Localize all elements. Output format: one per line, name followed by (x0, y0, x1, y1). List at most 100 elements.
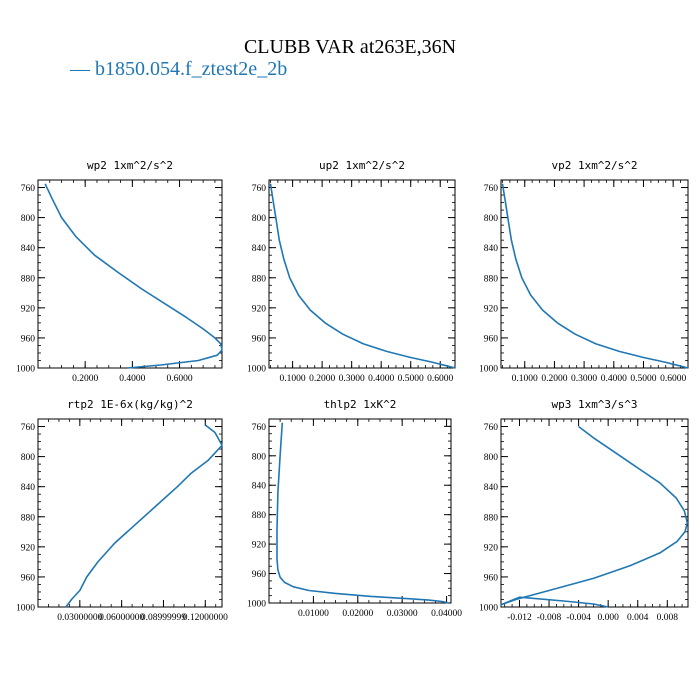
panel-title: thlp2 1xK^2 (324, 398, 397, 411)
x-tick-label: 0.6000 (166, 374, 192, 384)
x-tick-label: 0.02000 (342, 609, 373, 619)
x-tick-label: 0.4000 (601, 374, 627, 384)
y-tick-label: 1000 (479, 604, 498, 614)
y-tick-label: 800 (21, 453, 36, 463)
panel-title: rtp2 1E-6x(kg/kg)^2 (67, 398, 193, 411)
y-tick-label: 840 (21, 244, 36, 254)
plot-frame (500, 179, 689, 369)
y-tick-label: 1000 (16, 365, 35, 375)
series-line-1 (269, 183, 456, 369)
panel-2: up2 1xm^2/s^2 760 800 840 880 920 960 1000 0.100… (247, 159, 456, 384)
y-tick-label: 760 (21, 184, 36, 194)
legend: — b1850.054.f_ztest2e_2b (70, 58, 287, 81)
series-line-1 (65, 424, 223, 608)
x-tick-label: 0.000 (597, 613, 619, 623)
figure-title: CLUBB VAR at263E,36N (243, 36, 457, 58)
y-tick-label: 760 (21, 423, 36, 433)
x-tick-label: 0.03000 (387, 609, 418, 619)
plot-frame (37, 179, 223, 369)
x-tick-label: 0.4000 (119, 374, 145, 384)
panel-title: vp2 1xm^2/s^2 (551, 159, 637, 172)
y-tick-label: 760 (252, 184, 267, 194)
panel-6: wp3 1xm^3/s^3 760 800 840 880 920 960 1000 -0.01… (479, 398, 689, 623)
x-tick-label: 0.06000000 (99, 613, 144, 623)
x-tick-label: 0.01000 (298, 609, 329, 619)
series-line-1 (500, 425, 689, 608)
x-tick-label: 0.6000 (660, 374, 686, 384)
x-tick-label: -0.004 (566, 613, 591, 623)
x-tick-label: 0.3000 (339, 374, 365, 384)
y-tick-label: 920 (484, 304, 499, 314)
x-tick-label: 0.6000 (427, 374, 453, 384)
x-tick-label: 0.1000 (512, 374, 538, 384)
y-tick-label: 840 (484, 483, 499, 493)
legend-label: b1850.054.f_ztest2e_2b (95, 58, 288, 80)
y-tick-label: 960 (484, 573, 499, 583)
y-tick-label: 760 (252, 423, 267, 433)
x-tick-label: 0.5000 (630, 374, 656, 384)
y-tick-label: 880 (484, 274, 499, 284)
y-tick-label: 920 (21, 304, 36, 314)
y-tick-label: 880 (252, 511, 267, 521)
y-tick-label: 880 (252, 274, 267, 284)
x-tick-label: 0.08999999 (141, 613, 186, 623)
y-tick-label: 840 (21, 483, 36, 493)
series-line-1 (276, 422, 449, 604)
panel-title: wp2 1xm^2/s^2 (87, 159, 173, 172)
y-tick-label: 920 (484, 543, 499, 553)
series-line-1 (44, 183, 223, 369)
x-tick-label: 0.2000 (309, 374, 335, 384)
y-tick-label: 800 (484, 453, 499, 463)
x-tick-label: -0.012 (507, 613, 532, 623)
y-tick-label: 800 (252, 452, 267, 462)
y-tick-label: 760 (484, 184, 499, 194)
y-tick-label: 800 (21, 214, 36, 224)
x-tick-label: 0.004 (627, 613, 649, 623)
x-tick-label: 0.2000 (72, 374, 98, 384)
y-tick-label: 880 (21, 274, 36, 284)
y-tick-label: 840 (252, 482, 267, 492)
legend-marker: — (70, 58, 90, 80)
y-tick-label: 760 (484, 423, 499, 433)
y-tick-label: 800 (484, 214, 499, 224)
y-tick-label: 880 (484, 513, 499, 523)
panel-4: rtp2 1E-6x(kg/kg)^2 760 800 840 880 920 960 100… (16, 398, 228, 623)
y-tick-label: 840 (252, 244, 267, 254)
y-tick-label: 800 (252, 214, 267, 224)
y-tick-label: 840 (484, 244, 499, 254)
y-tick-label: 960 (484, 334, 499, 344)
panel-title: up2 1xm^2/s^2 (319, 159, 405, 172)
panel-3: vp2 1xm^2/s^2 760 800 840 880 920 960 1000 0.100… (479, 159, 689, 384)
plot-frame (37, 418, 223, 608)
y-tick-label: 960 (252, 334, 267, 344)
plot-frame (268, 418, 452, 604)
x-tick-label: 0.04000 (431, 609, 462, 619)
x-tick-label: 0.008 (657, 613, 679, 623)
y-tick-label: 880 (21, 513, 36, 523)
y-tick-label: 1000 (247, 600, 266, 610)
x-tick-label: 0.1000 (280, 374, 306, 384)
x-tick-label: 0.03000000 (57, 613, 102, 623)
y-tick-label: 920 (21, 543, 36, 553)
y-tick-label: 920 (252, 304, 267, 314)
x-tick-label: 0.2000 (541, 374, 567, 384)
y-tick-label: 1000 (16, 604, 35, 614)
y-tick-label: 960 (252, 570, 267, 580)
y-tick-label: 1000 (479, 365, 498, 375)
x-tick-label: 0.12000000 (183, 613, 228, 623)
x-tick-label: -0.008 (537, 613, 562, 623)
y-tick-label: 920 (252, 541, 267, 551)
y-tick-label: 960 (21, 334, 36, 344)
x-tick-label: 0.5000 (398, 374, 424, 384)
x-tick-label: 0.3000 (571, 374, 597, 384)
panel-title: wp3 1xm^3/s^3 (551, 398, 637, 411)
y-tick-label: 1000 (247, 365, 266, 375)
panel-1: wp2 1xm^2/s^2 760 800 840 880 920 960 1000 0.200… (16, 159, 223, 384)
y-tick-label: 960 (21, 573, 36, 583)
plot-frame (500, 418, 689, 608)
x-tick-label: 0.4000 (368, 374, 394, 384)
plot-frame (268, 179, 456, 369)
series-line-1 (501, 183, 689, 369)
panel-5: thlp2 1xK^2 760 800 840 880 920 960 1000 0.01000… (247, 398, 462, 619)
